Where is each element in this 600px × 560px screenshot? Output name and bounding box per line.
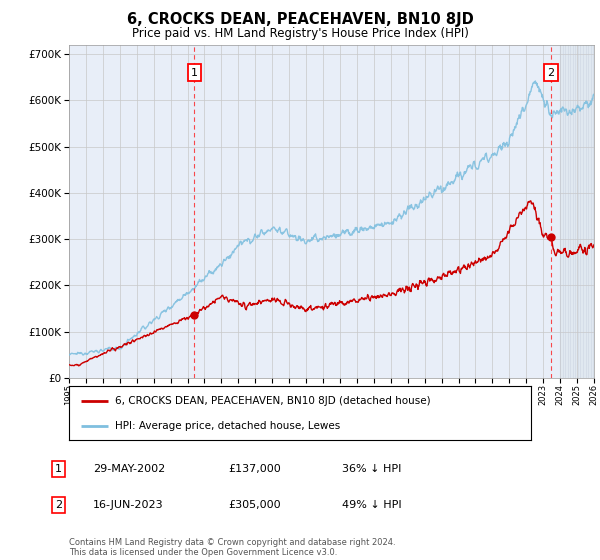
Text: 49% ↓ HPI: 49% ↓ HPI [342,500,401,510]
Text: 36% ↓ HPI: 36% ↓ HPI [342,464,401,474]
Text: Contains HM Land Registry data © Crown copyright and database right 2024.
This d: Contains HM Land Registry data © Crown c… [69,538,395,557]
Text: 6, CROCKS DEAN, PEACEHAVEN, BN10 8JD: 6, CROCKS DEAN, PEACEHAVEN, BN10 8JD [127,12,473,27]
Bar [560,45,594,378]
Text: 6, CROCKS DEAN, PEACEHAVEN, BN10 8JD (detached house): 6, CROCKS DEAN, PEACEHAVEN, BN10 8JD (de… [115,396,431,407]
Text: HPI: Average price, detached house, Lewes: HPI: Average price, detached house, Lewe… [115,421,340,431]
Text: 1: 1 [191,68,198,78]
Text: 1: 1 [55,464,62,474]
Text: £305,000: £305,000 [228,500,281,510]
Text: Price paid vs. HM Land Registry's House Price Index (HPI): Price paid vs. HM Land Registry's House … [131,27,469,40]
Text: 2: 2 [55,500,62,510]
Text: £137,000: £137,000 [228,464,281,474]
Text: 16-JUN-2023: 16-JUN-2023 [93,500,164,510]
Text: 2: 2 [547,68,554,78]
Text: 29-MAY-2002: 29-MAY-2002 [93,464,165,474]
